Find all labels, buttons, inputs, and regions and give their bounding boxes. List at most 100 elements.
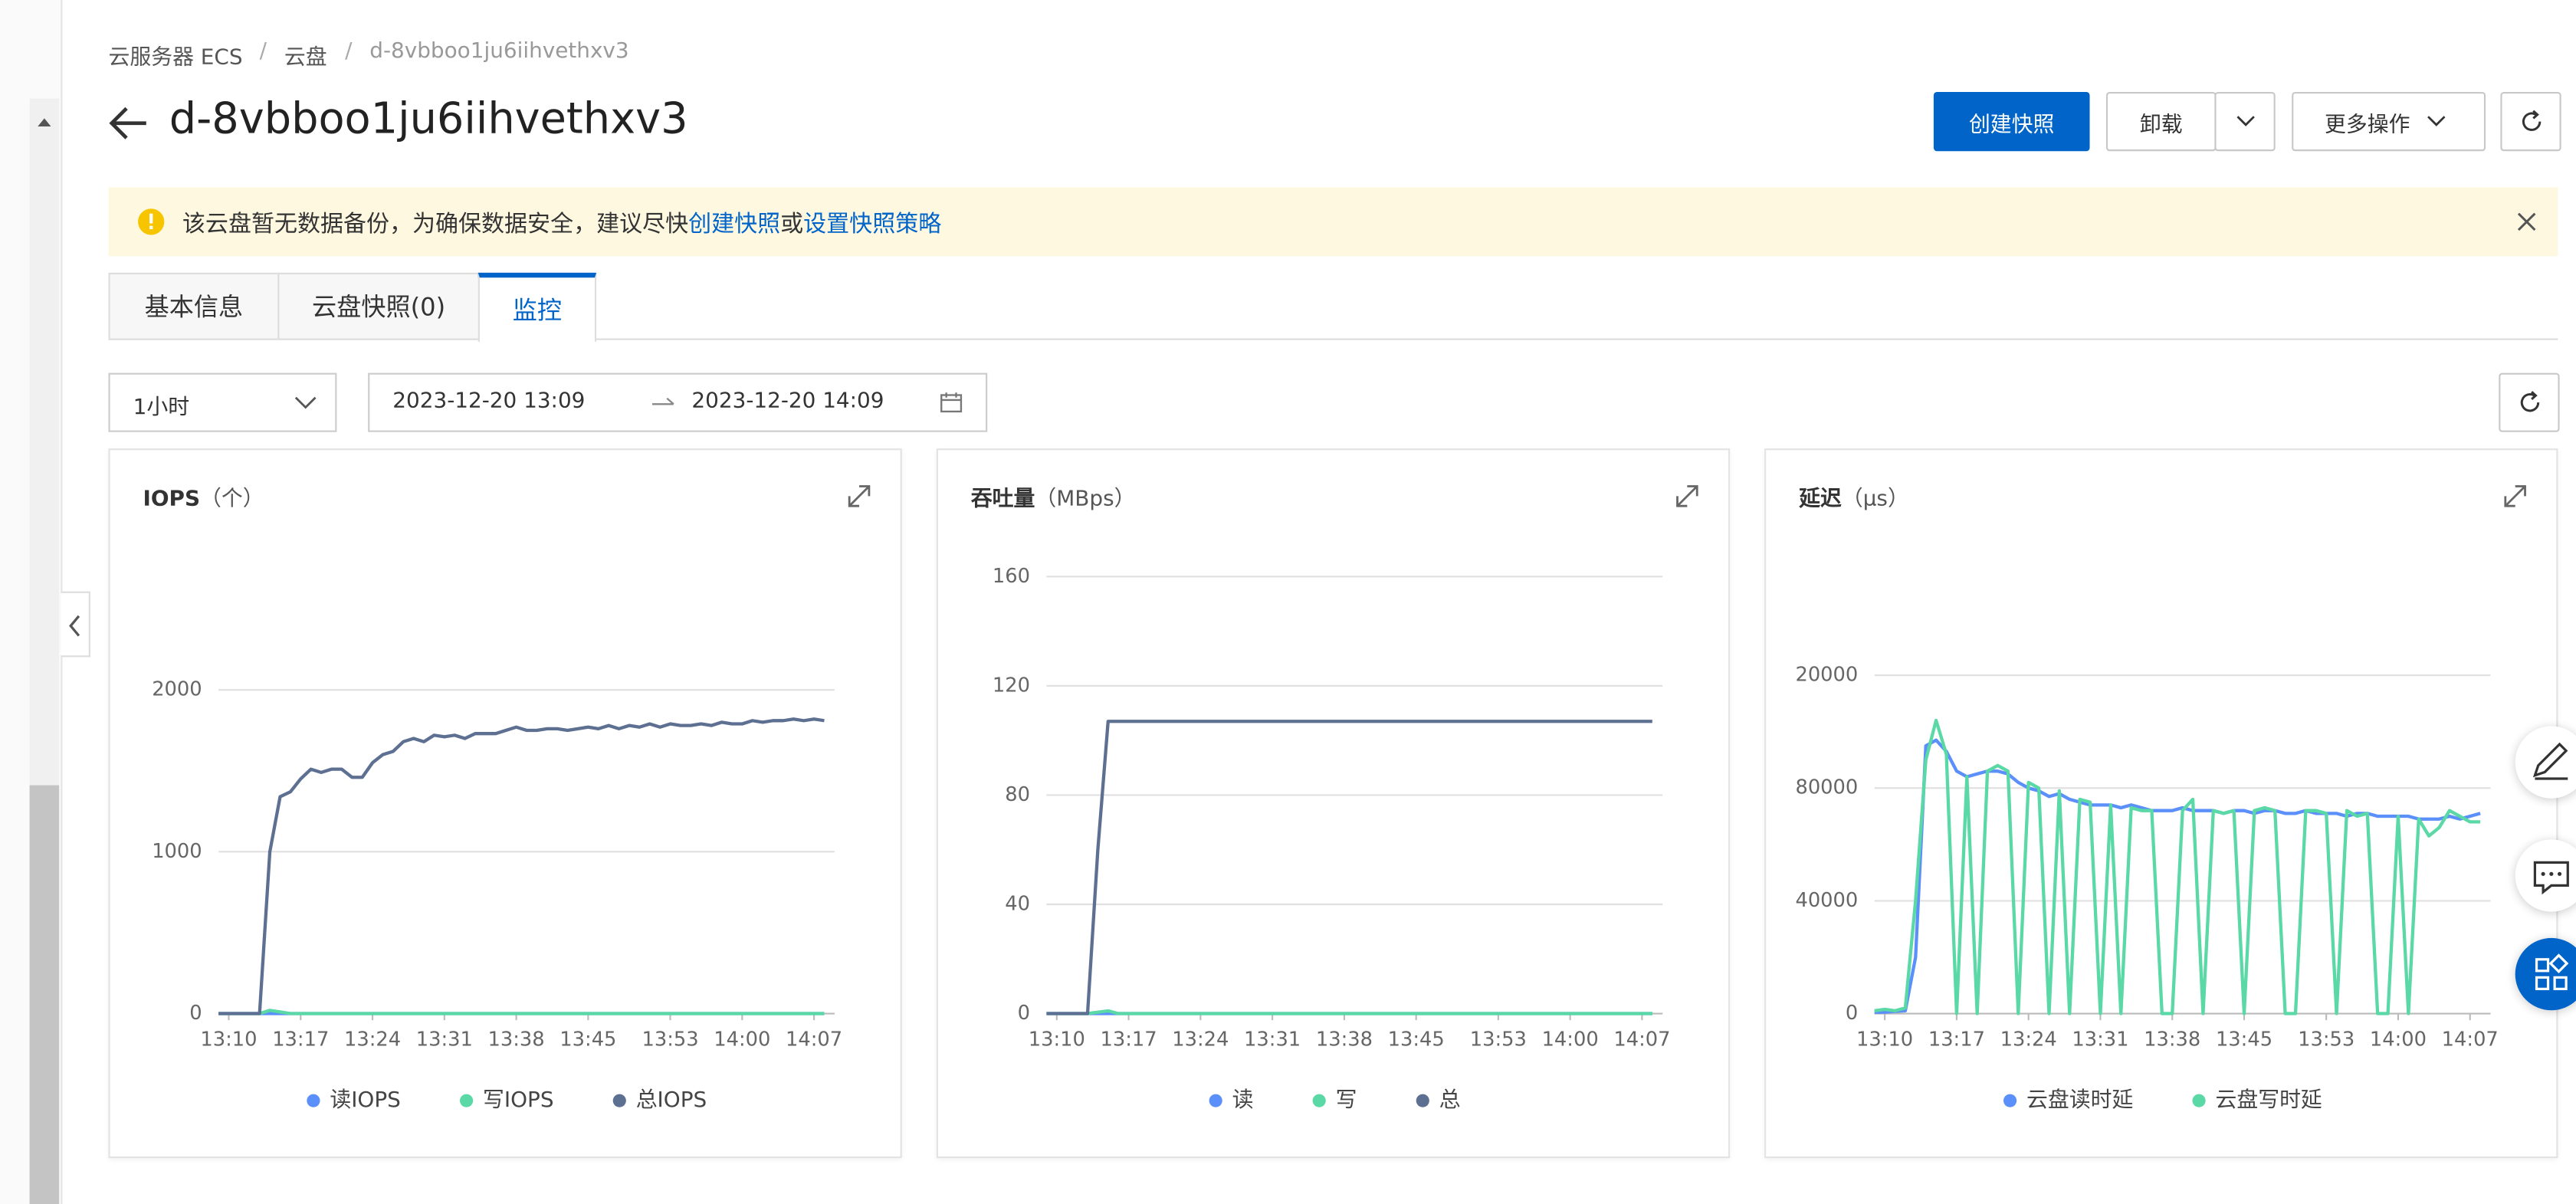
scroll-thumb[interactable] bbox=[29, 785, 60, 1204]
chart-title: 吞吐量 bbox=[971, 486, 1035, 511]
x-tick-label: 13:31 bbox=[416, 1028, 473, 1051]
y-tick-label: 0 bbox=[1018, 1002, 1030, 1025]
x-tick-label: 13:53 bbox=[1470, 1028, 1527, 1051]
series-line bbox=[1046, 1009, 1652, 1015]
series-line bbox=[218, 1009, 825, 1015]
y-tick-label: 20000 bbox=[1795, 664, 1858, 687]
edit-float[interactable] bbox=[2515, 726, 2576, 799]
legend-marker bbox=[460, 1094, 474, 1107]
unmount-dropdown[interactable] bbox=[2214, 92, 2276, 152]
chart-panel: 吞吐量 （MBps） 0 40 80 120 160 13:10 13:17 13:24 13:31… bbox=[936, 448, 1731, 1159]
tab-bar-line bbox=[108, 338, 2558, 340]
x-tick-label: 14:07 bbox=[1613, 1028, 1670, 1051]
y-tick-label: 40 bbox=[1005, 892, 1030, 915]
expand-icon bbox=[1676, 485, 1698, 507]
legend-label: 读IOPS bbox=[330, 1087, 401, 1112]
legend-marker bbox=[307, 1094, 320, 1107]
page-title: d-8vbboo1ju6iihvethxv3 bbox=[169, 95, 688, 145]
tab[interactable]: 云盘快照(0) bbox=[277, 272, 480, 340]
breadcrumb: d-8vbboo1ju6iihvethxv3 bbox=[369, 39, 629, 64]
chart-unit: （个） bbox=[200, 486, 264, 511]
tab-active[interactable]: 监控 bbox=[477, 272, 597, 342]
y-tick-label: 2000 bbox=[152, 678, 202, 701]
separator: / bbox=[259, 39, 267, 64]
alert: 该云盘暂无数据备份，为确保数据安全，建议尽快创建快照或设置快照策略 bbox=[108, 187, 2558, 257]
close-icon[interactable] bbox=[2515, 210, 2538, 233]
scrollbar[interactable] bbox=[29, 98, 60, 1204]
back-arrow[interactable] bbox=[105, 102, 151, 145]
x-tick-label: 14:07 bbox=[2442, 1028, 2499, 1051]
x-tick-label: 13:17 bbox=[1101, 1028, 1157, 1051]
range-select[interactable]: 1小时 bbox=[108, 372, 337, 432]
breadcrumb[interactable]: 云盘 bbox=[284, 46, 327, 71]
legend-label: 云盘读时延 bbox=[2026, 1087, 2133, 1112]
x-tick-label: 13:45 bbox=[1388, 1028, 1445, 1051]
range-value: 1小时 bbox=[133, 395, 190, 421]
chart-refresh-button[interactable] bbox=[2499, 372, 2560, 432]
warning-icon bbox=[138, 208, 165, 235]
end-date: 2023-12-20 14:09 bbox=[691, 389, 884, 415]
create-snapshot-button[interactable]: 创建快照 bbox=[1933, 92, 2090, 152]
series-line bbox=[218, 717, 825, 1015]
legend-marker bbox=[1312, 1094, 1326, 1107]
legend-label: 写IOPS bbox=[483, 1087, 554, 1112]
x-tick-label: 13:10 bbox=[1029, 1028, 1085, 1051]
y-tick-label: 80 bbox=[1005, 783, 1030, 806]
legend-marker bbox=[2003, 1094, 2017, 1107]
series-line bbox=[1874, 738, 2481, 1014]
chat-float[interactable] bbox=[2515, 839, 2576, 912]
legend-label: 总IOPS bbox=[636, 1087, 707, 1112]
x-tick-label: 14:00 bbox=[2370, 1028, 2427, 1051]
x-tick-label: 13:45 bbox=[560, 1028, 616, 1051]
chart: 延迟 （μs） 0 40000 80000 20000 13:10 13:17 13:24 13:… bbox=[1795, 485, 2526, 1112]
chart-panel: IOPS （个） 0 1000 2000 13:10 13:17 13:24 13:31 13:3… bbox=[108, 448, 902, 1159]
chart: IOPS （个） 0 1000 2000 13:10 13:17 13:24 13:31 13:3… bbox=[143, 485, 871, 1112]
refresh-button[interactable] bbox=[2500, 92, 2561, 152]
scroll-up[interactable] bbox=[36, 115, 52, 128]
x-tick-label: 13:24 bbox=[1172, 1028, 1229, 1051]
chart-unit: （MBps） bbox=[1035, 486, 1135, 511]
alert-link[interactable]: 设置快照策略 bbox=[803, 212, 942, 238]
x-tick-label: 13:24 bbox=[2000, 1028, 2057, 1051]
y-tick-label: 0 bbox=[189, 1002, 202, 1025]
collapse-tab[interactable] bbox=[61, 591, 90, 658]
apps-float[interactable] bbox=[2515, 937, 2576, 1011]
more-actions-label: 更多操作 bbox=[2325, 112, 2410, 137]
x-tick-label: 13:38 bbox=[488, 1028, 545, 1051]
y-tick-label: 40000 bbox=[1795, 889, 1858, 912]
legend-marker bbox=[612, 1094, 626, 1107]
x-tick-label: 13:17 bbox=[1928, 1028, 1985, 1051]
date-range[interactable]: 2023-12-20 13:09 2023-12-20 14:09 bbox=[368, 372, 988, 432]
y-tick-label: 80000 bbox=[1795, 776, 1858, 799]
y-tick-label: 160 bbox=[993, 565, 1030, 588]
x-tick-label: 13:24 bbox=[344, 1028, 401, 1051]
more-actions-button[interactable]: 更多操作 bbox=[2292, 92, 2486, 152]
breadcrumb[interactable]: 云服务器 ECS bbox=[108, 46, 243, 71]
x-tick-label: 14:07 bbox=[786, 1028, 842, 1051]
legend-label: 总 bbox=[1439, 1087, 1461, 1112]
x-tick-label: 13:53 bbox=[2298, 1028, 2354, 1051]
x-tick-label: 13:10 bbox=[1856, 1028, 1913, 1051]
start-date: 2023-12-20 13:09 bbox=[392, 389, 586, 415]
legend-marker bbox=[1209, 1094, 1222, 1107]
x-tick-label: 13:17 bbox=[272, 1028, 329, 1051]
alert-text: 或 bbox=[780, 212, 804, 238]
legend-label: 写 bbox=[1336, 1087, 1357, 1112]
y-tick-label: 120 bbox=[993, 674, 1030, 697]
expand-icon bbox=[848, 485, 871, 507]
x-tick-label: 13:31 bbox=[1244, 1028, 1301, 1051]
legend-marker bbox=[2192, 1094, 2206, 1107]
alert-link[interactable]: 创建快照 bbox=[688, 212, 781, 238]
x-tick-label: 13:38 bbox=[1316, 1028, 1373, 1051]
calendar-icon bbox=[940, 392, 963, 413]
legend-label: 云盘写时延 bbox=[2215, 1087, 2322, 1112]
x-tick-label: 13:45 bbox=[2216, 1028, 2272, 1051]
tab[interactable]: 基本信息 bbox=[108, 272, 280, 340]
sidebar bbox=[0, 0, 63, 1204]
x-tick-label: 13:38 bbox=[2144, 1028, 2200, 1051]
x-tick-label: 14:00 bbox=[1542, 1028, 1599, 1051]
series-line bbox=[1046, 720, 1652, 1015]
unmount-button[interactable]: 卸载 bbox=[2105, 92, 2217, 152]
chart-panel: 延迟 （μs） 0 40000 80000 20000 13:10 13:17 13:24 13:… bbox=[1764, 448, 2558, 1159]
